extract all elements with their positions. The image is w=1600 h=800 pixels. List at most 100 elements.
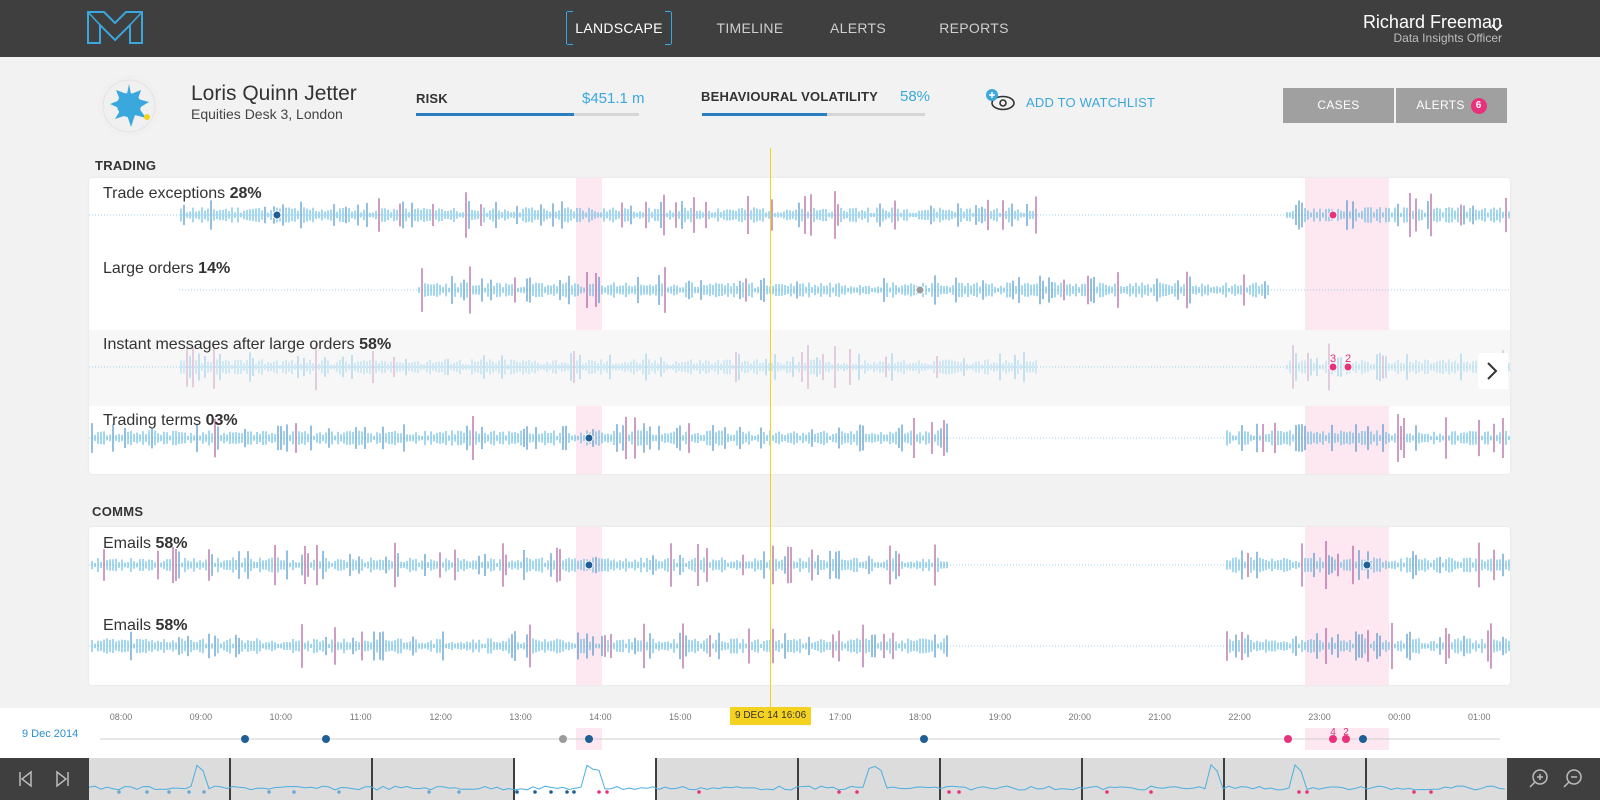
row-label-instant-messages[interactable]: Instant messages after large orders 58%	[103, 336, 391, 354]
minimap-event-dot	[597, 790, 601, 794]
alerts-button-label: ALERTS	[1416, 98, 1465, 112]
step-forward-icon[interactable]	[50, 768, 72, 790]
timeline-event-count: 2	[1343, 728, 1349, 738]
minimap-event-dot	[957, 790, 961, 794]
minimap-segment	[231, 758, 371, 800]
row-label-large-orders[interactable]: Large orders 14%	[103, 260, 230, 278]
trading-section-title: TRADING	[95, 158, 157, 173]
next-page-button[interactable]	[1478, 353, 1508, 389]
chevron-down-icon[interactable]	[1490, 22, 1504, 34]
risk-value: $451.1 m	[582, 90, 645, 107]
timeline-event-dot	[1359, 735, 1367, 743]
event-marker	[584, 560, 594, 570]
tab-reports[interactable]: REPORTS	[939, 20, 1009, 36]
time-cursor-badge[interactable]: 9 DEC 14 16:06	[730, 707, 812, 725]
minimap-event-dot	[1305, 790, 1309, 794]
volatility-value: 58%	[900, 88, 931, 105]
time-cursor-line[interactable]	[770, 148, 771, 718]
waveform-emails-2[interactable]	[89, 606, 1510, 685]
alerts-button[interactable]: ALERTS 6	[1396, 88, 1507, 123]
minimap-segment	[89, 758, 229, 800]
row-label-pct: 58%	[155, 617, 188, 634]
minimap-event-dot	[457, 790, 461, 794]
timeline-event-dot	[1329, 735, 1337, 743]
minimap-event-dot	[855, 790, 859, 794]
minimap-event-dot	[605, 790, 609, 794]
tab-landscape[interactable]: LANDSCAPE	[566, 11, 672, 45]
minimap-event-dot	[427, 790, 431, 794]
minimap-event-dot	[533, 790, 537, 794]
minimap-segment	[515, 758, 655, 800]
minimap-segment	[1367, 758, 1507, 800]
user-role: Data Insights Officer	[1393, 31, 1503, 45]
event-count-label: 2	[1345, 353, 1351, 365]
app-logo[interactable]	[86, 9, 144, 45]
volatility-label: BEHAVIOURAL VOLATILITY	[701, 89, 879, 104]
event-marker	[272, 210, 282, 220]
minimap-event-dot	[697, 790, 701, 794]
cases-button[interactable]: CASES	[1283, 88, 1394, 123]
minimap-segment	[941, 758, 1081, 800]
timeline-tick-label: 10:00	[269, 712, 293, 722]
step-back-icon[interactable]	[16, 768, 38, 790]
minimap-event-dot	[572, 790, 576, 794]
timeline-tick-label: 14:00	[589, 712, 612, 722]
row-label-pct: 14%	[198, 260, 231, 277]
row-label-pct: 03%	[205, 412, 238, 429]
comms-panel: Emails 58% Emails 58%	[89, 527, 1510, 685]
row-label-pct: 28%	[229, 185, 262, 202]
timeline-event-dot	[559, 735, 567, 743]
row-label-text: Instant messages after large orders	[103, 336, 355, 353]
timeline-minimap[interactable]	[89, 758, 1510, 800]
row-label-text: Emails	[103, 617, 152, 634]
timeline-tick-label: 12:00	[429, 712, 452, 722]
eye-plus-icon	[986, 89, 1015, 111]
add-to-watchlist-button[interactable]: ADD TO WATCHLIST	[984, 87, 1155, 117]
timeline-tick-label: 23:00	[1308, 712, 1331, 722]
timeline-event-dot	[1342, 735, 1350, 743]
tab-alerts[interactable]: ALERTS	[829, 20, 886, 36]
event-marker	[1362, 560, 1372, 570]
volatility-bar	[702, 113, 925, 116]
timeline-tick-label: 17:00	[828, 712, 852, 722]
chevron-right-icon	[1487, 362, 1498, 380]
minimap-activity-line	[89, 763, 1506, 791]
timeline-tick-label: 11:00	[349, 712, 372, 722]
minimap-event-dot	[202, 790, 206, 794]
volatility-bar-fill	[702, 113, 827, 116]
waveform-emails[interactable]	[89, 527, 1510, 606]
alerts-count-badge: 6	[1470, 97, 1487, 114]
minimap-event-dot	[549, 790, 553, 794]
row-label-trading-terms[interactable]: Trading terms 03%	[103, 412, 238, 430]
timeline-tick-label: 22:00	[1228, 712, 1251, 722]
row-label-emails[interactable]: Emails 58%	[103, 617, 188, 635]
row-label-trade-exceptions[interactable]: Trade exceptions 28%	[103, 185, 262, 203]
minimap-event-dot	[267, 790, 271, 794]
minimap-event-dot	[1105, 790, 1109, 794]
minimap-segment	[657, 758, 797, 800]
timeline-tick-label: 01:00	[1468, 712, 1491, 722]
timeline-tick-label: 21:00	[1148, 712, 1171, 722]
row-label-emails[interactable]: Emails 58%	[103, 535, 188, 553]
minimap-event-dot	[1149, 790, 1153, 794]
minimap-event-dot	[117, 790, 121, 794]
minimap-segment	[1083, 758, 1223, 800]
zoom-in-icon[interactable]	[1528, 768, 1550, 790]
timeline-event-dot	[241, 735, 249, 743]
minimap-event-dot	[167, 790, 171, 794]
timeline-tick-label: 13:00	[509, 712, 532, 722]
minimap-event-dot	[565, 790, 569, 794]
trading-panel: Trade exceptions 28% Large orders 14% In…	[89, 178, 1510, 474]
minimap-segment	[799, 758, 939, 800]
alert-marker	[1328, 210, 1338, 220]
waveform-large-orders[interactable]	[89, 254, 1510, 330]
waveform-trading-terms[interactable]	[89, 406, 1510, 474]
minimap-event-dot	[1297, 790, 1301, 794]
tab-timeline[interactable]: TIMELINE	[716, 20, 784, 36]
risk-bar	[416, 113, 639, 116]
minimap-event-dot	[1429, 790, 1433, 794]
zoom-out-icon[interactable]	[1562, 768, 1584, 790]
waveform-trade-exceptions[interactable]	[89, 178, 1510, 254]
